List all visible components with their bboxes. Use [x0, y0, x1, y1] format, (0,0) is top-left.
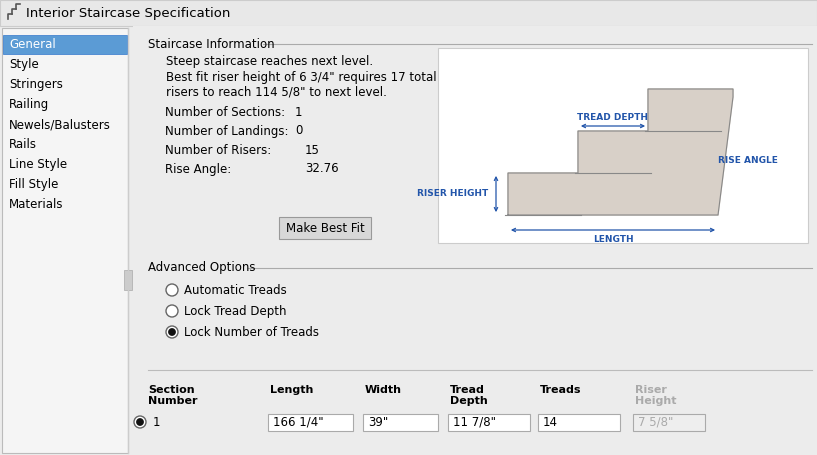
- Text: Number: Number: [148, 396, 198, 406]
- Text: Rise Angle:: Rise Angle:: [165, 162, 231, 176]
- FancyBboxPatch shape: [124, 270, 132, 290]
- Text: Line Style: Line Style: [9, 158, 67, 171]
- Text: Fill Style: Fill Style: [9, 178, 58, 191]
- Circle shape: [166, 326, 178, 338]
- Text: Width: Width: [365, 385, 402, 395]
- Polygon shape: [508, 89, 733, 215]
- FancyBboxPatch shape: [448, 414, 530, 431]
- Text: Section: Section: [148, 385, 194, 395]
- Text: Automatic Treads: Automatic Treads: [184, 283, 287, 297]
- Text: Stringers: Stringers: [9, 78, 63, 91]
- Circle shape: [136, 419, 144, 425]
- Text: 166 1/4": 166 1/4": [273, 415, 324, 429]
- Text: Number of Sections:: Number of Sections:: [165, 106, 285, 120]
- Text: Best fit riser height of 6 3/4" requires 17 total: Best fit riser height of 6 3/4" requires…: [166, 71, 436, 84]
- Text: Lock Number of Treads: Lock Number of Treads: [184, 325, 319, 339]
- Text: Advanced Options: Advanced Options: [148, 262, 256, 274]
- FancyBboxPatch shape: [268, 414, 353, 431]
- Text: 32.76: 32.76: [305, 162, 338, 176]
- FancyBboxPatch shape: [0, 0, 817, 26]
- Circle shape: [168, 329, 176, 335]
- Text: Newels/Balusters: Newels/Balusters: [9, 118, 111, 131]
- Text: TREAD DEPTH: TREAD DEPTH: [578, 113, 649, 122]
- Text: General: General: [9, 38, 56, 51]
- Text: 1: 1: [295, 106, 302, 120]
- Text: RISE ANGLE: RISE ANGLE: [718, 156, 778, 165]
- Text: Number of Landings:: Number of Landings:: [165, 125, 288, 137]
- FancyBboxPatch shape: [438, 48, 808, 243]
- Text: Steep staircase reaches next level.: Steep staircase reaches next level.: [166, 56, 373, 69]
- Text: Riser: Riser: [635, 385, 667, 395]
- Text: Staircase Information: Staircase Information: [148, 37, 275, 51]
- Text: 11 7/8": 11 7/8": [453, 415, 496, 429]
- FancyBboxPatch shape: [633, 414, 705, 431]
- FancyBboxPatch shape: [279, 217, 371, 239]
- Circle shape: [134, 416, 146, 428]
- Text: 39": 39": [368, 415, 388, 429]
- Text: risers to reach 114 5/8" to next level.: risers to reach 114 5/8" to next level.: [166, 86, 387, 98]
- Text: Materials: Materials: [9, 198, 64, 211]
- Text: Interior Staircase Specification: Interior Staircase Specification: [26, 6, 230, 20]
- Text: Number of Risers:: Number of Risers:: [165, 145, 271, 157]
- Text: Style: Style: [9, 58, 38, 71]
- Text: Treads: Treads: [540, 385, 582, 395]
- Circle shape: [166, 284, 178, 296]
- Text: Make Best Fit: Make Best Fit: [286, 222, 364, 234]
- Circle shape: [166, 305, 178, 317]
- Text: Length: Length: [270, 385, 314, 395]
- Text: LENGTH: LENGTH: [592, 234, 633, 243]
- Text: 15: 15: [305, 145, 320, 157]
- Text: Rails: Rails: [9, 138, 37, 151]
- Text: Lock Tread Depth: Lock Tread Depth: [184, 304, 287, 318]
- FancyBboxPatch shape: [3, 35, 127, 54]
- Text: RISER HEIGHT: RISER HEIGHT: [417, 189, 489, 198]
- Text: Height: Height: [635, 396, 676, 406]
- Text: 14: 14: [543, 415, 558, 429]
- Text: Railing: Railing: [9, 98, 49, 111]
- FancyBboxPatch shape: [133, 26, 817, 455]
- Text: 7 5/8": 7 5/8": [638, 415, 673, 429]
- Text: 0: 0: [295, 125, 302, 137]
- FancyBboxPatch shape: [538, 414, 620, 431]
- FancyBboxPatch shape: [363, 414, 438, 431]
- Text: Tread: Tread: [450, 385, 484, 395]
- FancyBboxPatch shape: [2, 28, 128, 453]
- Text: 1: 1: [153, 415, 160, 429]
- Text: Depth: Depth: [450, 396, 488, 406]
